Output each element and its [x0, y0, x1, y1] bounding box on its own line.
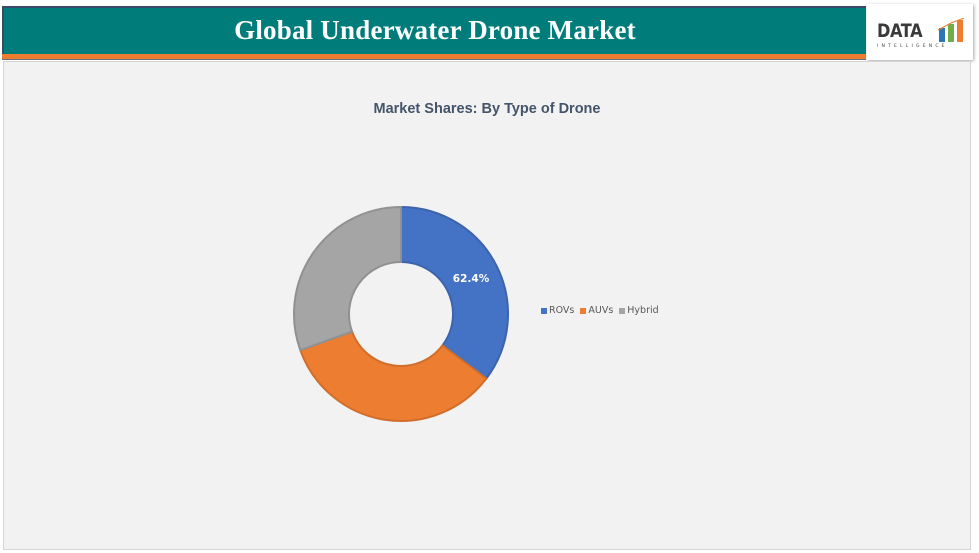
page-title: Global Underwater Drone Market — [234, 15, 636, 45]
legend-label: AUVs — [588, 305, 614, 316]
logo-subtext: INTELLIGENCE — [877, 44, 948, 49]
legend-swatch-icon — [541, 307, 547, 314]
legend-item-hybrid: Hybrid — [619, 305, 659, 316]
legend-swatch-icon — [580, 307, 587, 314]
data-label-rovs: 62.4% — [453, 273, 490, 285]
bar-chart-logo-icon — [937, 18, 965, 42]
legend-label: Hybrid — [627, 305, 659, 316]
donut-slice-auvs — [299, 330, 488, 422]
accent-stripe — [2, 54, 866, 59]
legend-swatch-icon — [619, 307, 626, 314]
divider — [2, 59, 866, 60]
logo-text: DATA — [877, 20, 923, 42]
header-banner: Global Underwater Drone Market — [2, 6, 866, 54]
donut-slice-rovs — [400, 205, 509, 380]
chart-legend: ROVs AUVs Hybrid — [541, 305, 659, 316]
chart-panel: Market Shares: By Type of Drone 62.4% RO… — [3, 61, 971, 550]
donut-chart: 62.4% — [293, 205, 509, 422]
chart-title: Market Shares: By Type of Drone — [373, 101, 601, 117]
donut-slice-hybrid — [293, 205, 402, 352]
legend-item-rovs: ROVs — [541, 305, 574, 316]
legend-item-auvs: AUVs — [580, 305, 613, 316]
legend-label: ROVs — [549, 305, 575, 316]
company-logo: DATA INTELLIGENCE — [867, 4, 973, 60]
